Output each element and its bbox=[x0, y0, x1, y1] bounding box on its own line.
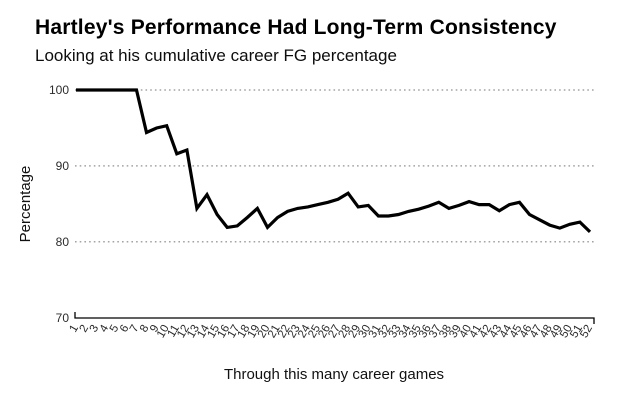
x-tick-label: 20 bbox=[256, 323, 273, 340]
x-axis-line bbox=[74, 312, 595, 324]
x-tick-label: 9 bbox=[148, 323, 162, 335]
x-tick-label: 40 bbox=[457, 323, 474, 340]
x-tick-label: 1 bbox=[68, 323, 82, 335]
x-tick-label: 16 bbox=[216, 323, 233, 340]
data-series bbox=[76, 88, 592, 234]
x-tick-label: 48 bbox=[538, 323, 555, 340]
x-tick-label: 36 bbox=[417, 323, 434, 340]
x-tick-label: 6 bbox=[118, 323, 132, 335]
x-tick-label: 38 bbox=[437, 323, 454, 340]
x-axis-title: Through this many career games bbox=[224, 366, 444, 383]
x-tick-label: 45 bbox=[508, 323, 525, 340]
x-tick-label: 3 bbox=[88, 323, 102, 335]
x-tick-label: 35 bbox=[407, 323, 424, 340]
gridlines bbox=[75, 89, 596, 243]
fg-percentage-line bbox=[76, 88, 592, 234]
x-tick-label: 42 bbox=[478, 323, 495, 340]
chart-title: Hartley's Performance Had Long-Term Cons… bbox=[35, 16, 557, 39]
x-tick-label: 39 bbox=[447, 323, 464, 340]
y-tick-label: 100 bbox=[49, 83, 69, 97]
x-tick-label: 14 bbox=[195, 322, 212, 340]
x-tick-label: 12 bbox=[175, 323, 192, 340]
x-tick-label: 13 bbox=[185, 323, 202, 340]
x-tick-label: 29 bbox=[347, 323, 364, 340]
chart-subtitle: Looking at his cumulative career FG perc… bbox=[35, 46, 397, 65]
x-tick-label: 30 bbox=[357, 323, 374, 340]
x-tick-label: 26 bbox=[316, 323, 333, 340]
x-tick-label: 43 bbox=[488, 323, 505, 340]
x-tick-label: 25 bbox=[306, 323, 323, 340]
y-tick-label: 80 bbox=[56, 235, 70, 249]
x-tick-label: 24 bbox=[296, 322, 313, 340]
y-axis-title: Percentage bbox=[17, 166, 34, 243]
x-tick-label: 18 bbox=[236, 323, 253, 340]
x-tick-label: 33 bbox=[387, 323, 404, 340]
x-tick-label: 2 bbox=[78, 323, 92, 335]
x-tick-label: 23 bbox=[286, 323, 303, 340]
x-tick-label: 37 bbox=[427, 323, 444, 340]
x-tick-label: 28 bbox=[336, 323, 353, 340]
x-tick-label: 17 bbox=[226, 323, 243, 340]
x-tick-label: 5 bbox=[108, 323, 122, 335]
x-tick-label: 8 bbox=[138, 323, 152, 335]
x-tick-label: 7 bbox=[128, 323, 142, 335]
x-tick-label: 32 bbox=[377, 323, 394, 340]
x-tick-label: 27 bbox=[326, 323, 343, 340]
y-tick-label: 70 bbox=[56, 311, 70, 325]
x-tick-label: 22 bbox=[276, 323, 293, 340]
x-tick-label: 47 bbox=[528, 323, 545, 340]
x-tick-label: 41 bbox=[467, 323, 484, 340]
y-tick-label: 90 bbox=[56, 159, 70, 173]
x-tick-label: 49 bbox=[548, 323, 565, 340]
y-axis-tick-labels: 70 80 90 100 bbox=[49, 83, 69, 325]
x-tick-label: 52 bbox=[578, 323, 595, 340]
x-tick-label: 34 bbox=[397, 322, 414, 340]
x-tick-label: 50 bbox=[558, 323, 575, 340]
x-tick-label: 21 bbox=[266, 323, 283, 340]
x-tick-label: 46 bbox=[518, 323, 535, 340]
x-axis-tick-labels: 1234567891011121314151617181920212223242… bbox=[68, 322, 596, 340]
x-tick-label: 11 bbox=[166, 323, 182, 339]
x-tick-label: 31 bbox=[367, 323, 384, 340]
x-tick-label: 51 bbox=[568, 323, 585, 340]
x-tick-label: 44 bbox=[498, 322, 515, 340]
x-tick-label: 19 bbox=[246, 323, 263, 340]
x-tick-label: 10 bbox=[155, 323, 172, 340]
x-tick-label: 15 bbox=[205, 323, 222, 340]
